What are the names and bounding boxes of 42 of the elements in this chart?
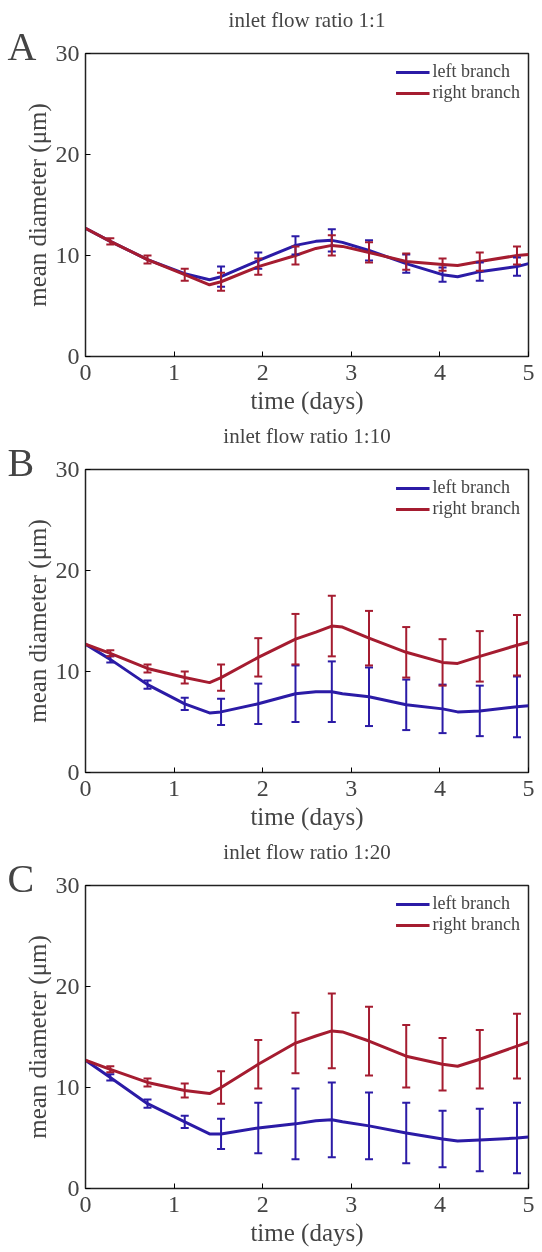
x-tick-label: 2	[256, 774, 269, 801]
y-axis-title: mean diameter (μm)	[23, 519, 52, 723]
chart-title: inlet flow ratio 1:1	[228, 7, 386, 32]
x-tick-label: 1	[168, 774, 181, 801]
legend-label: left branch	[432, 893, 510, 914]
chart-title: inlet flow ratio 1:20	[223, 839, 391, 864]
x-tick-label: 1	[168, 358, 181, 385]
legend-label: right branch	[432, 498, 520, 519]
y-tick-label: 30	[55, 40, 80, 66]
y-axis-title: mean diameter (μm)	[23, 103, 52, 307]
y-tick-label: 30	[55, 872, 80, 898]
x-tick-label: 5	[522, 358, 535, 385]
x-axis-title: time (days)	[250, 386, 364, 415]
text: B	[7, 439, 35, 485]
y-tick-label: 20	[55, 141, 80, 167]
legend-label: left branch	[432, 477, 510, 498]
y-tick-label: 20	[55, 557, 80, 583]
x-tick-label: 3	[345, 1190, 358, 1217]
legend-label: right branch	[432, 82, 520, 103]
y-tick-label: 10	[55, 658, 80, 684]
y-tick-label: 30	[55, 456, 80, 482]
chart-title: inlet flow ratio 1:10	[223, 423, 391, 448]
legend-label: right branch	[432, 914, 520, 935]
y-tick-label: 20	[55, 973, 80, 999]
x-tick-label: 1	[168, 1190, 181, 1217]
x-tick-label: 2	[256, 1190, 269, 1217]
x-tick-label: 5	[522, 1190, 535, 1217]
x-tick-label: 4	[433, 1190, 446, 1217]
x-axis-title: time (days)	[250, 1218, 364, 1247]
x-tick-label: 4	[433, 774, 446, 801]
x-tick-label: 2	[256, 358, 269, 385]
x-tick-label: 5	[522, 774, 535, 801]
text: C	[7, 855, 35, 901]
x-tick-label: 3	[345, 358, 358, 385]
x-tick-label: 3	[345, 774, 358, 801]
x-axis-title: time (days)	[250, 802, 364, 831]
text: A	[7, 23, 37, 69]
y-axis-title: mean diameter (μm)	[23, 935, 52, 1139]
legend-label: left branch	[432, 61, 510, 82]
y-tick-label: 10	[55, 242, 80, 268]
y-tick-label: 10	[55, 1074, 80, 1100]
x-tick-label: 4	[433, 358, 446, 385]
